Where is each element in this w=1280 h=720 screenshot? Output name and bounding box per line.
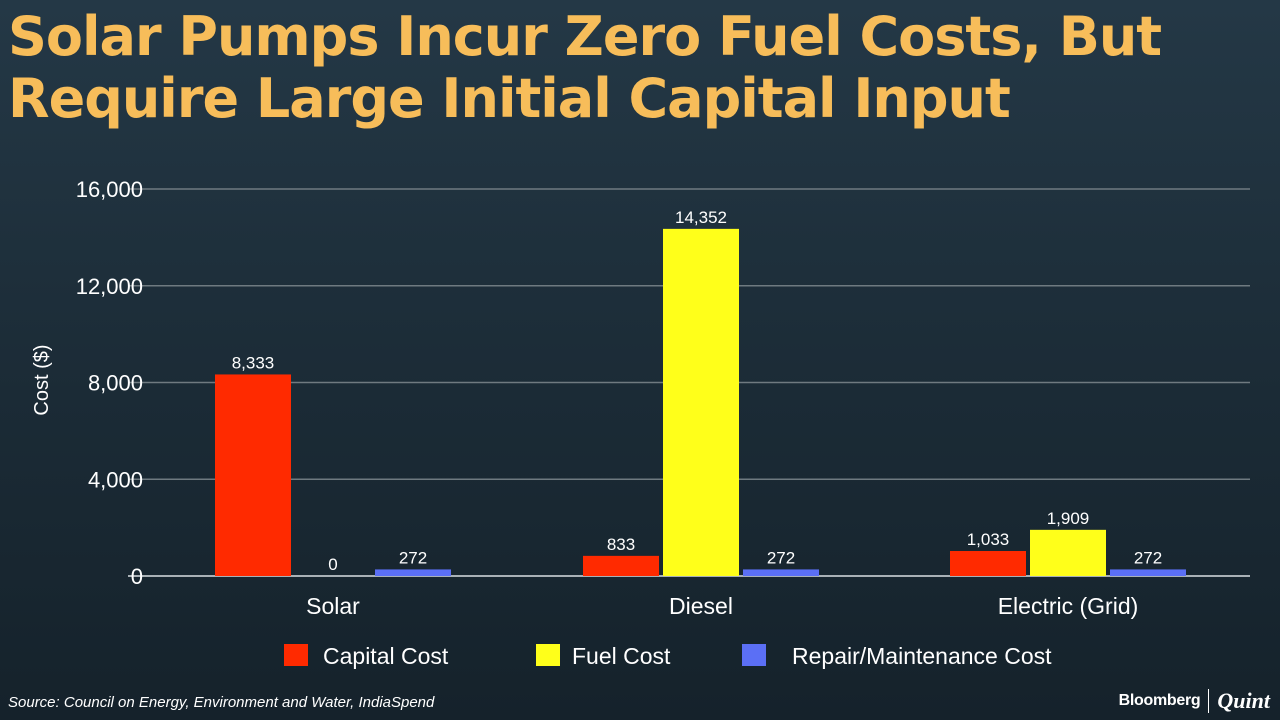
legend-label: Fuel Cost — [572, 643, 671, 669]
legend: Capital Cost Fuel Cost Repair/Maintenance … — [284, 643, 1052, 669]
legend-label: Repair/Maintenance Cost — [792, 643, 1052, 669]
y-axis: 0 4,000 8,000 12,000 16,000 — [76, 177, 143, 589]
chart-title-line-2: Require Large Initial Capital Input — [8, 67, 1011, 130]
legend-swatch — [284, 644, 308, 666]
y-tick-label: 12,000 — [76, 274, 143, 299]
bar — [1030, 529, 1106, 576]
x-tick-label: Electric (Grid) — [998, 593, 1139, 619]
data-label: 8,333 — [232, 353, 275, 372]
data-label: 0 — [328, 555, 337, 574]
y-tick-label: 8,000 — [88, 371, 143, 396]
bar-chart: 0 4,000 8,000 12,000 16,000 Cost ($) 8,333 83… — [31, 177, 1250, 669]
legend-swatch — [536, 644, 560, 666]
brand-quint: Quint — [1217, 688, 1270, 713]
brand-bloomberg: Bloomberg — [1118, 692, 1201, 709]
data-label: 833 — [607, 535, 635, 554]
data-label: 1,909 — [1047, 509, 1090, 528]
x-tick-label: Diesel — [669, 593, 733, 619]
bar — [743, 569, 819, 576]
x-tick-label: Solar — [306, 593, 360, 619]
bar — [375, 569, 451, 576]
chart-title: Solar Pumps Incur Zero Fuel Costs, But R… — [8, 6, 1268, 130]
bar — [215, 374, 291, 576]
bar — [583, 555, 659, 576]
data-label: 1,033 — [967, 530, 1010, 549]
legend-swatch — [742, 644, 766, 666]
brand-divider — [1208, 689, 1210, 713]
bar — [1110, 569, 1186, 576]
bar — [663, 228, 739, 576]
chart-title-line-1: Solar Pumps Incur Zero Fuel Costs, But — [8, 5, 1162, 68]
y-tick-label: 4,000 — [88, 467, 143, 492]
y-tick-label: 16,000 — [76, 177, 143, 202]
data-label: 14,352 — [675, 208, 727, 227]
bar — [950, 551, 1026, 576]
data-label: 272 — [767, 548, 795, 567]
x-axis: Solar Diesel Electric (Grid) — [306, 593, 1138, 619]
y-axis-label: Cost ($) — [31, 344, 53, 415]
legend-label: Capital Cost — [323, 643, 449, 669]
data-label: 272 — [399, 548, 427, 567]
data-label: 272 — [1134, 548, 1162, 567]
brand-logo: Bloomberg Quint — [1119, 688, 1270, 714]
bars: 8,333 833 1,033 0 14,352 1,909 272 272 272 — [215, 208, 1186, 576]
source-note: Source: Council on Energy, Environment a… — [8, 694, 435, 711]
y-tick-label: 0 — [131, 564, 143, 589]
